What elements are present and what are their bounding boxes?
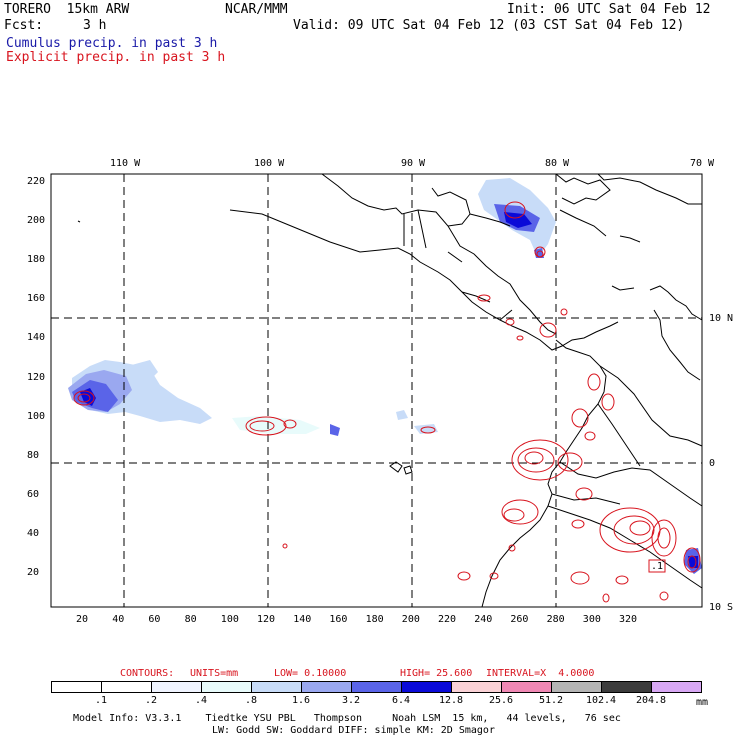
colorbar-swatch bbox=[501, 681, 552, 693]
colorbar-swatch bbox=[601, 681, 652, 693]
colorbar-swatch bbox=[51, 681, 102, 693]
x-tick-label: 40 bbox=[112, 614, 125, 625]
x-tick-label: 60 bbox=[148, 614, 161, 625]
colorbar-label: 25.6 bbox=[488, 695, 514, 706]
x-tick-label: 80 bbox=[184, 614, 197, 625]
colorbar-label: 204.8 bbox=[635, 695, 667, 706]
y-tick-label: 100 bbox=[27, 410, 46, 422]
organization: NCAR/MMM bbox=[225, 2, 288, 17]
colorbar-swatch bbox=[651, 681, 702, 693]
valid-time: Valid: 09 UTC Sat 04 Feb 12 (03 CST Sat … bbox=[293, 18, 685, 33]
coastlines bbox=[77, 173, 703, 608]
x-tick-label: 280 bbox=[546, 614, 565, 625]
x-tick-label: 240 bbox=[474, 614, 493, 625]
colorbar-swatch bbox=[251, 681, 302, 693]
colorbar-label: 3.2 bbox=[341, 695, 361, 706]
x-tick-label: 100 bbox=[220, 614, 239, 625]
colorbar-swatch bbox=[351, 681, 402, 693]
colorbar-label: 102.4 bbox=[585, 695, 617, 706]
y-tick-label: 200 bbox=[27, 215, 46, 227]
model-info-line2: LW: Godd SW: Goddard DIFF: simple KM: 2D… bbox=[212, 725, 495, 736]
model-info-line1: Model Info: V3.3.1 Tiedtke YSU PBL Thomp… bbox=[73, 713, 621, 724]
colorbar-swatch bbox=[301, 681, 352, 693]
lon-label-80w: 80 W bbox=[545, 158, 570, 169]
y-tick-label: 120 bbox=[27, 371, 46, 383]
colorbar-label: 51.2 bbox=[538, 695, 564, 706]
x-tick-label: 300 bbox=[582, 614, 601, 625]
field-explicit-title: Explicit precip. in past 3 h bbox=[6, 50, 226, 65]
colorbar-label: 12.8 bbox=[438, 695, 464, 706]
y-tick-label: 80 bbox=[27, 449, 40, 461]
colorbar-swatch bbox=[101, 681, 152, 693]
colorbar-label: .8 bbox=[244, 695, 258, 706]
lat-label-10n: 10 N bbox=[709, 313, 734, 324]
colorbar-label: 1.6 bbox=[291, 695, 311, 706]
x-tick-label: 220 bbox=[438, 614, 457, 625]
y-tick-label: 140 bbox=[27, 332, 46, 344]
colorbar-swatch bbox=[551, 681, 602, 693]
contours-units: UNITS=mm bbox=[190, 668, 239, 679]
colorbar-swatch bbox=[451, 681, 502, 693]
field-cumulus-title: Cumulus precip. in past 3 h bbox=[6, 36, 218, 51]
lon-label-100w: 100 W bbox=[254, 158, 285, 169]
colorbar-units: mm bbox=[696, 697, 709, 708]
cumulus-precip-shading bbox=[68, 178, 702, 574]
map-frame bbox=[50, 173, 703, 608]
y-tick-label: 40 bbox=[27, 527, 40, 539]
x-tick-label: 320 bbox=[619, 614, 638, 625]
contour-box-label: .1 bbox=[651, 561, 664, 572]
lon-label-90w: 90 W bbox=[401, 158, 426, 169]
colorbar-label: .4 bbox=[194, 695, 208, 706]
contours-low: LOW= 0.10000 bbox=[274, 668, 347, 679]
x-tick-label: 260 bbox=[510, 614, 529, 625]
forecast-label: Fcst: bbox=[4, 18, 44, 33]
x-tick-label: 200 bbox=[401, 614, 420, 625]
y-tick-label: 20 bbox=[27, 567, 40, 578]
x-tick-label: 20 bbox=[76, 614, 89, 625]
colorbar-swatch bbox=[151, 681, 202, 693]
forecast-hour: 3 h bbox=[83, 18, 107, 33]
colorbar-label: .1 bbox=[94, 695, 108, 706]
model-name: TORERO 15km ARW bbox=[4, 2, 130, 17]
colorbar-label: .2 bbox=[144, 695, 158, 706]
contours-label: CONTOURS: bbox=[120, 668, 175, 679]
x-tick-label: 140 bbox=[293, 614, 312, 625]
latlon-grid bbox=[51, 174, 702, 607]
y-tick-label: 180 bbox=[27, 254, 46, 266]
x-tick-label: 180 bbox=[365, 614, 384, 625]
y-tick-label: 60 bbox=[27, 488, 40, 500]
colorbar-swatch bbox=[201, 681, 252, 693]
y-tick-label: 220 bbox=[27, 176, 46, 187]
x-tick-label: 120 bbox=[257, 614, 276, 625]
contours-interval: INTERVAL=X 4.0000 bbox=[486, 668, 595, 679]
explicit-precip-contours bbox=[73, 201, 701, 603]
contours-high: HIGH= 25.600 bbox=[400, 668, 473, 679]
lat-label-10s: 10 S bbox=[709, 602, 734, 613]
lon-label-70w: 70 W bbox=[690, 158, 715, 169]
colorbar-label: 6.4 bbox=[391, 695, 411, 706]
lon-label-110w: 110 W bbox=[110, 158, 141, 169]
lat-label-0: 0 bbox=[709, 458, 716, 469]
x-tick-label: 160 bbox=[329, 614, 348, 625]
colorbar-swatch bbox=[401, 681, 452, 693]
y-tick-label: 160 bbox=[27, 293, 46, 305]
init-time: Init: 06 UTC Sat 04 Feb 12 bbox=[507, 2, 711, 17]
